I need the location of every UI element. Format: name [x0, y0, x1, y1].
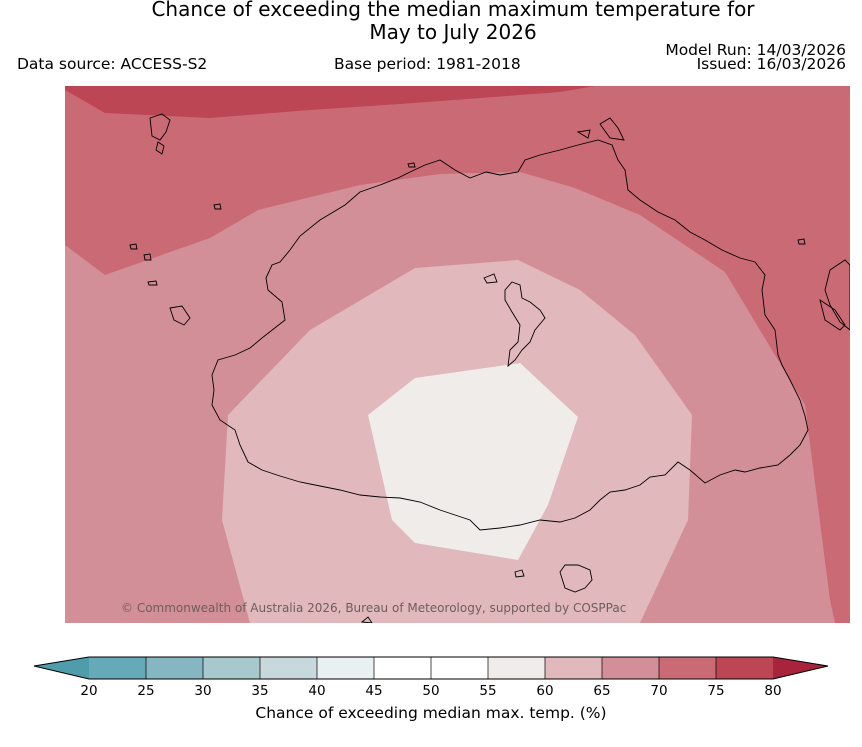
colorbar-tick-label: 60: [536, 683, 554, 699]
colorbar-tick-label: 55: [479, 683, 497, 699]
colorbar-segment: [488, 657, 546, 679]
colorbar-tick-label: 50: [422, 683, 440, 699]
colorbar-segment: [89, 657, 147, 679]
colorbar-tick-label: 45: [365, 683, 383, 699]
base-period-label: Base period: 1981-2018: [334, 55, 521, 73]
data-source-label: Data source: ACCESS-S2: [17, 55, 208, 73]
colorbar-outline: [33, 656, 829, 680]
colorbar-tick-label: 25: [137, 683, 155, 699]
zone-55-60: [368, 363, 578, 560]
zone-75-80: [65, 86, 595, 118]
colorbar-tick-label: 70: [650, 683, 668, 699]
title-line-2: May to July 2026: [369, 20, 537, 44]
cape-york-coastline: [504, 281, 546, 368]
colorbar-segment: [374, 657, 432, 679]
nz-coastline: [819, 259, 850, 331]
colorbar-tick-label: 20: [80, 683, 98, 699]
colorbar-label: Chance of exceeding median max. temp. (%…: [255, 704, 607, 722]
map-svg: [65, 86, 850, 623]
colorbar-segment: [545, 657, 603, 679]
map-panel: [65, 86, 850, 623]
colorbar-segment: [716, 657, 774, 679]
colorbar-segments: [89, 657, 774, 679]
colorbar-segment: [602, 657, 660, 679]
colorbar-segment: [203, 657, 261, 679]
colorbar-segment: [431, 657, 489, 679]
colorbar-tick-label: 75: [707, 683, 725, 699]
colorbar-segment: [260, 657, 318, 679]
colorbar-segment: [317, 657, 375, 679]
small-islands-coastline: [129, 162, 806, 623]
colorbar-tick-label: 35: [251, 683, 269, 699]
colorbar: [33, 656, 829, 680]
borneo-coastline: [576, 117, 625, 141]
colorbar-segment: [659, 657, 717, 679]
mainland-coastline: [211, 139, 809, 531]
colorbar-tick-label: 30: [194, 683, 212, 699]
model-run-label: Model Run: 14/03/2026: [665, 41, 846, 59]
tasmania-coastline: [559, 564, 593, 593]
colorbar-tick-label: 80: [764, 683, 782, 699]
copyright-notice: © Commonwealth of Australia 2026, Bureau…: [121, 601, 627, 615]
coastline-group: [129, 113, 850, 623]
colorbar-tick-label: 40: [308, 683, 326, 699]
map-title: Chance of exceeding the median maximum t…: [0, 0, 862, 44]
kangaroo-island-coastline: [514, 569, 525, 578]
title-line-1: Chance of exceeding the median maximum t…: [151, 0, 755, 21]
colorbar-tick-label: 65: [593, 683, 611, 699]
colorbar-over-arrow: [773, 657, 828, 679]
colorbar-segment: [146, 657, 204, 679]
new-guinea-islands-coastline: [149, 113, 171, 155]
issued-label: Issued: 16/03/2026: [696, 55, 846, 73]
colorbar-under-arrow: [34, 657, 89, 679]
